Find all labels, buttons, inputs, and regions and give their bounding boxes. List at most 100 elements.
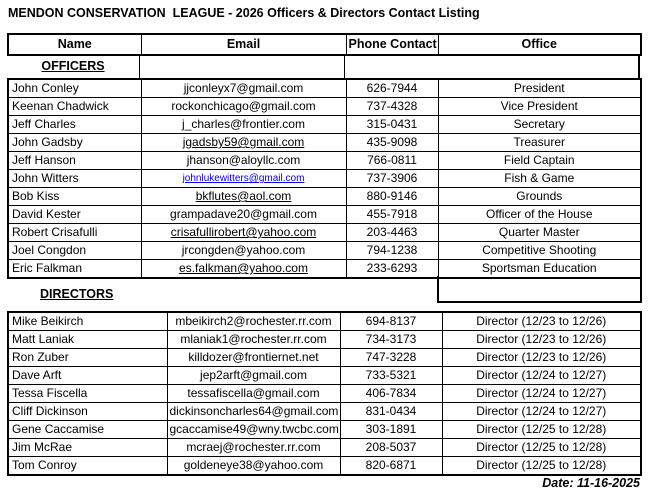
table-header: Name Email Phone Contact Office <box>7 33 642 56</box>
office-cell: Officer of the House <box>437 205 642 224</box>
name-cell: John Witters <box>7 169 142 188</box>
table-row: David Kester grampadave20@gmail.com 455-… <box>7 205 642 224</box>
table-row: Cliff Dickinson dickinsoncharles64@gmail… <box>7 402 642 421</box>
table-row: Ron Zuber killdozer@frontiernet.net 747-… <box>7 348 642 367</box>
table-row: Jeff Hanson jhanson@aloyllc.com 766-0811… <box>7 151 642 170</box>
name-cell: Robert Crisafulli <box>7 223 142 242</box>
office-cell: Director (12/25 to 12/28) <box>441 456 642 476</box>
office-cell: Director (12/25 to 12/28) <box>441 420 642 439</box>
name-cell: Tessa Fiscella <box>7 384 168 403</box>
office-cell: Fish & Game <box>437 169 642 188</box>
header-row: Name Email Phone Contact Office <box>7 33 642 56</box>
office-cell: Vice President <box>437 97 642 116</box>
table-row: Keenan Chadwick rockonchicago@gmail.com … <box>7 97 642 116</box>
email-link[interactable]: johnlukewitters@gmail.com <box>140 169 347 188</box>
date-label: Date: 11-16-2025 <box>542 476 640 490</box>
email-cell: dickinsoncharles64@gmail.com <box>166 402 341 421</box>
email-cell: j_charles@frontier.com <box>140 115 347 134</box>
table-row: Eric Falkman es.falkman@yahoo.com 233-62… <box>7 259 642 279</box>
phone-cell: 831-0434 <box>339 402 443 421</box>
officers-section-label: OFFICERS <box>41 59 105 73</box>
divider-cell <box>345 54 437 78</box>
email-cell: mlaniak1@rochester.rr.com <box>166 330 341 349</box>
phone-cell: 733-5321 <box>339 366 443 385</box>
office-cell: Field Captain <box>437 151 642 170</box>
page-title: MENDON CONSERVATION LEAGUE - 2026 Office… <box>8 6 480 20</box>
phone-cell: 820-6871 <box>339 456 443 476</box>
office-cell: Sportsman Education <box>437 259 642 279</box>
officers-table: John Conley jjconleyx7@gmail.com 626-794… <box>7 78 642 279</box>
name-cell: Tom Conroy <box>7 456 168 476</box>
phone-cell: 208-5037 <box>339 438 443 457</box>
table-row: Tom Conroy goldeneye38@yahoo.com 820-687… <box>7 456 642 476</box>
name-cell: Bob Kiss <box>7 187 142 206</box>
phone-cell: 455-7918 <box>345 205 439 224</box>
phone-cell: 880-9146 <box>345 187 439 206</box>
email-cell: mcraej@rochester.rr.com <box>166 438 341 457</box>
phone-cell: 406-7834 <box>339 384 443 403</box>
email-cell: rockonchicago@gmail.com <box>140 97 347 116</box>
phone-cell: 734-3173 <box>339 330 443 349</box>
office-cell: Director (12/24 to 12/27) <box>441 384 642 403</box>
officers-section-row: OFFICERS <box>7 54 640 78</box>
name-cell: Jeff Charles <box>7 115 142 134</box>
table-row: Bob Kiss bkflutes@aol.com 880-9146 Groun… <box>7 187 642 206</box>
email-cell: goldeneye38@yahoo.com <box>166 456 341 476</box>
table-row: John Gadsby jgadsby59@gmail.com 435-9098… <box>7 133 642 152</box>
office-cell: Director (12/24 to 12/27) <box>441 402 642 421</box>
email-cell: bkflutes@aol.com <box>140 187 347 206</box>
phone-cell: 737-3906 <box>345 169 439 188</box>
header-email: Email <box>140 33 347 56</box>
table-row: Joel Congdon jrcongden@yahoo.com 794-123… <box>7 241 642 260</box>
directors-section-label: DIRECTORS <box>40 287 114 301</box>
name-cell: Matt Laniak <box>7 330 168 349</box>
table-row: Jim McRae mcraej@rochester.rr.com 208-50… <box>7 438 642 457</box>
name-cell: Dave Arft <box>7 366 168 385</box>
name-cell: Keenan Chadwick <box>7 97 142 116</box>
phone-cell: 766-0811 <box>345 151 439 170</box>
phone-cell: 303-1891 <box>339 420 443 439</box>
phone-cell: 794-1238 <box>345 241 439 260</box>
divider-cell <box>140 54 345 78</box>
office-cell: President <box>437 78 642 98</box>
directors-table: Mike Beikirch mbeikirch2@rochester.rr.co… <box>7 311 642 476</box>
table-row: Robert Crisafulli crisafullirobert@yahoo… <box>7 223 642 242</box>
email-cell: mbeikirch2@rochester.rr.com <box>166 311 341 331</box>
email-cell: killdozer@frontiernet.net <box>166 348 341 367</box>
phone-cell: 233-6293 <box>345 259 439 279</box>
phone-cell: 315-0431 <box>345 115 439 134</box>
table-row: Dave Arft jep2arft@gmail.com 733-5321 Di… <box>7 366 642 385</box>
table-row: Jeff Charles j_charles@frontier.com 315-… <box>7 115 642 134</box>
table-row: Mike Beikirch mbeikirch2@rochester.rr.co… <box>7 311 642 331</box>
name-cell: Jeff Hanson <box>7 151 142 170</box>
name-cell: David Kester <box>7 205 142 224</box>
phone-cell: 626-7944 <box>345 78 439 98</box>
table-row: Gene Caccamise gcaccamise49@wny.twcbc.co… <box>7 420 642 439</box>
name-cell: Gene Caccamise <box>7 420 168 439</box>
office-cell: Director (12/23 to 12/26) <box>441 311 642 331</box>
office-cell: Director (12/25 to 12/28) <box>441 438 642 457</box>
name-cell: Ron Zuber <box>7 348 168 367</box>
header-office: Office <box>437 33 642 56</box>
email-cell: tessafiscella@gmail.com <box>166 384 341 403</box>
office-cell: Quarter Master <box>437 223 642 242</box>
email-cell: gcaccamise49@wny.twcbc.com <box>166 420 341 439</box>
header-phone-contact: Phone Contact <box>345 33 439 56</box>
empty-office-cell <box>437 276 642 303</box>
office-cell: Director (12/23 to 12/26) <box>441 330 642 349</box>
email-cell: es.falkman@yahoo.com <box>140 259 347 279</box>
email-cell: crisafullirobert@yahoo.com <box>140 223 347 242</box>
email-cell: jjconleyx7@gmail.com <box>140 78 347 98</box>
phone-cell: 694-8137 <box>339 311 443 331</box>
email-cell: grampadave20@gmail.com <box>140 205 347 224</box>
name-cell: John Gadsby <box>7 133 142 152</box>
phone-cell: 747-3228 <box>339 348 443 367</box>
table-row: John Conley jjconleyx7@gmail.com 626-794… <box>7 78 642 98</box>
name-cell: Mike Beikirch <box>7 311 168 331</box>
email-cell: jep2arft@gmail.com <box>166 366 341 385</box>
office-cell: Director (12/24 to 12/27) <box>441 366 642 385</box>
office-cell: Secretary <box>437 115 642 134</box>
phone-cell: 203-4463 <box>345 223 439 242</box>
phone-cell: 737-4328 <box>345 97 439 116</box>
office-cell: Competitive Shooting <box>437 241 642 260</box>
